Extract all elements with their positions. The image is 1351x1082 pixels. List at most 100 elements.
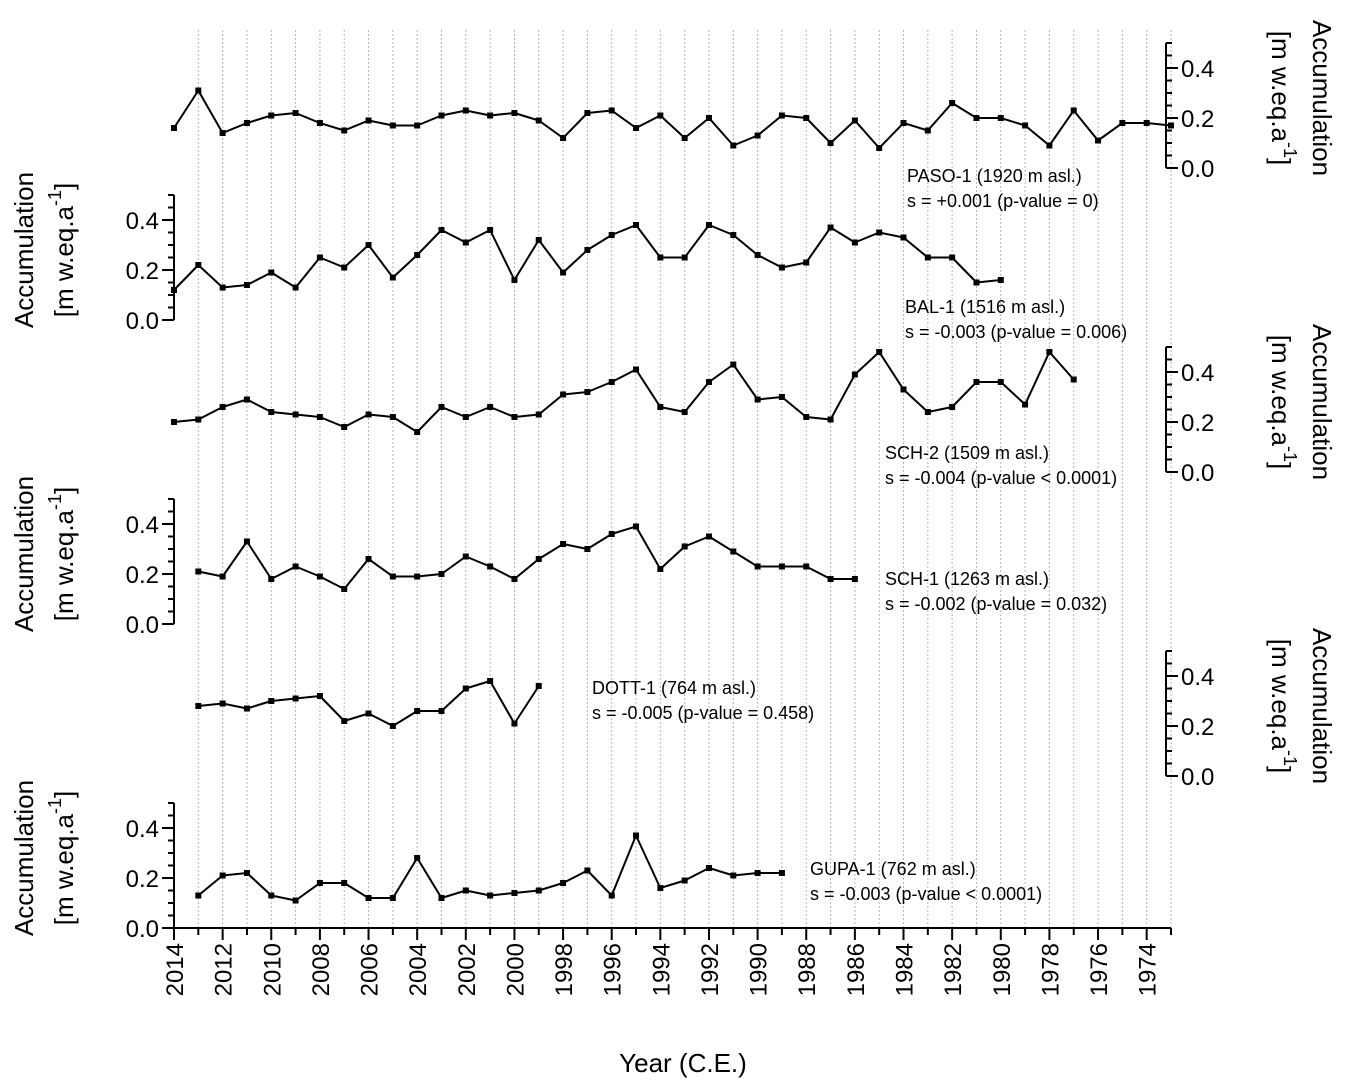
data-point — [511, 576, 518, 582]
panel: 0.0 0.2 0.4 Accumulation[m w.eq.a-1] DOTT-1 … — [195, 628, 1337, 791]
data-point — [219, 404, 226, 410]
data-point — [803, 414, 810, 420]
series-line — [173, 89, 1172, 149]
data-point — [584, 247, 591, 253]
panels: 0.00.20.4 Accumulation[m w.eq.a-1]PASO-1 … — [9, 20, 1337, 943]
data-point — [997, 379, 1004, 385]
series-name: SCH-2 (1509 m asl.) — [885, 443, 1049, 463]
data-point — [511, 277, 518, 283]
data-point — [657, 404, 664, 410]
data-point — [633, 366, 640, 373]
data-point — [462, 107, 469, 114]
data-point — [876, 349, 883, 355]
data-point — [1168, 122, 1174, 129]
data-point — [414, 573, 421, 580]
data-point — [1143, 120, 1150, 126]
x-axis-title: Year (C.E.) — [619, 1048, 747, 1078]
data-point — [1022, 401, 1029, 408]
data-point — [268, 409, 275, 415]
data-point — [754, 870, 761, 876]
panel: 0.0 0.2 0.4 Accumulation[m w.eq.a-1] SCH-2 (… — [171, 324, 1337, 488]
data-point — [778, 264, 785, 271]
series-name: DOTT-1 (764 m asl.) — [592, 678, 756, 698]
data-point — [730, 142, 737, 149]
data-point — [487, 227, 494, 233]
data-point — [292, 563, 299, 570]
y-tick-label: 0.0 — [126, 612, 159, 639]
data-point — [851, 576, 858, 582]
data-point — [389, 274, 396, 281]
x-tick-label: 1996 — [600, 943, 627, 996]
x-tick-label: 2010 — [259, 943, 286, 996]
data-point — [511, 890, 518, 896]
data-point — [316, 254, 323, 261]
data-point — [1022, 122, 1029, 129]
x-tick-label: 2000 — [502, 943, 529, 996]
data-point — [195, 262, 202, 268]
data-point — [535, 887, 542, 894]
data-point — [949, 404, 956, 410]
data-point — [341, 718, 348, 724]
data-point — [414, 429, 421, 435]
y-axis-title: Accumulation — [9, 780, 39, 936]
data-point — [827, 416, 834, 423]
data-point — [681, 135, 688, 141]
data-point — [219, 284, 226, 291]
y-axis-unit: [m w.eq.a-1] — [1266, 31, 1300, 166]
data-point — [633, 523, 640, 530]
y-tick-label: 0.2 — [126, 258, 159, 285]
data-point — [316, 120, 323, 126]
y-axis-unit: [m w.eq.a-1] — [45, 791, 79, 926]
data-point — [316, 880, 323, 886]
x-tick-label: 1998 — [551, 943, 578, 996]
series-line — [198, 525, 855, 590]
data-point — [997, 115, 1004, 121]
y-axis-title: Accumulation — [9, 172, 39, 328]
x-tick-label: 1976 — [1086, 943, 1113, 996]
data-point — [560, 269, 567, 276]
data-point — [219, 573, 226, 580]
data-point — [438, 404, 445, 410]
x-axis: 2014 2012 2010 2008 2006 2004 2002 2000 1998 1996… — [162, 927, 1172, 996]
data-point — [560, 135, 567, 141]
x-tick-label: 2012 — [211, 943, 238, 996]
x-tick-label: 1988 — [794, 943, 821, 996]
data-point — [657, 566, 664, 572]
series-name: BAL-1 (1516 m asl.) — [905, 297, 1065, 317]
data-point — [535, 237, 542, 243]
data-point — [243, 705, 250, 712]
data-point — [462, 553, 469, 560]
data-point — [851, 371, 858, 378]
data-point — [705, 533, 712, 540]
y-tick-label: 0.4 — [1181, 360, 1214, 387]
data-point — [681, 254, 688, 261]
panel: 0.0 0.2 0.4 Accumulation [m w.eq.a-1] SCH-1 (… — [9, 476, 1107, 639]
data-point — [219, 700, 226, 707]
data-point — [754, 563, 761, 570]
data-point — [681, 543, 688, 550]
data-point — [292, 411, 299, 418]
data-point — [657, 254, 664, 261]
data-point — [389, 723, 396, 729]
data-point — [754, 396, 761, 403]
data-point — [1046, 142, 1053, 149]
data-point — [171, 419, 177, 425]
data-point — [535, 683, 542, 689]
data-point — [438, 895, 445, 901]
x-tick-label: 1982 — [940, 943, 967, 996]
x-tick-label: 1990 — [746, 943, 773, 996]
data-point — [584, 389, 591, 395]
x-tick-label: 1992 — [697, 943, 724, 996]
data-point — [462, 414, 469, 420]
data-point — [365, 895, 372, 901]
x-tick-label: 2014 — [162, 943, 189, 996]
data-point — [1046, 349, 1053, 355]
data-point — [316, 414, 323, 420]
data-point — [341, 880, 348, 886]
data-point — [219, 872, 226, 879]
data-point — [608, 379, 615, 385]
data-point — [1095, 137, 1102, 144]
x-tick-label: 1980 — [989, 943, 1016, 996]
data-point — [608, 232, 615, 238]
